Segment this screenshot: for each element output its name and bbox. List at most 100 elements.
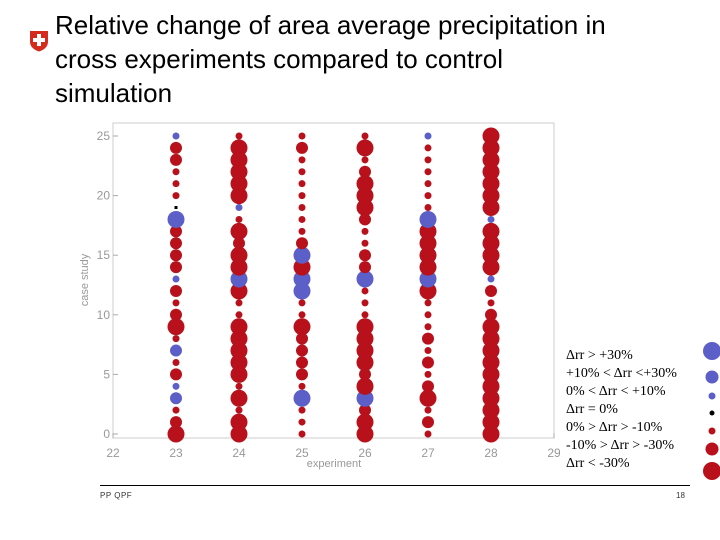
data-point-medium-decrease [359, 249, 371, 262]
data-point-small-decrease [298, 204, 306, 212]
data-point-small-decrease [298, 311, 306, 319]
data-point-large-decrease [230, 139, 248, 157]
data-point-medium-decrease [485, 284, 497, 297]
data-point-small-decrease [298, 168, 306, 176]
data-point-small-decrease [298, 299, 306, 307]
y-tick-label: 15 [97, 248, 111, 262]
y-tick-label: 5 [103, 367, 110, 381]
data-point-large-decrease [356, 342, 374, 360]
data-point-large-decrease [230, 389, 248, 407]
data-point-large-decrease [230, 365, 248, 383]
data-point-small-decrease [298, 382, 306, 390]
data-point-large-decrease [482, 365, 500, 383]
legend-label: +10% < Δrr <+30% [566, 366, 677, 381]
data-point-large-increase [230, 270, 248, 288]
data-point-large-decrease [230, 258, 248, 276]
data-point-large-decrease [419, 389, 437, 407]
data-point-medium-decrease [422, 332, 434, 345]
data-point-medium-decrease [422, 380, 434, 393]
title-line-1: Relative change of area average precipit… [55, 10, 606, 40]
data-point-large-decrease [167, 318, 185, 336]
data-point-large-decrease [482, 163, 500, 181]
legend-marker-medium-decrease [705, 442, 719, 456]
data-point-small-decrease [424, 323, 432, 331]
data-point-large-decrease [482, 187, 500, 205]
data-point-large-decrease [419, 222, 437, 240]
data-point-large-decrease [293, 258, 311, 276]
data-point-small-increase [172, 382, 180, 390]
legend-marker-large-decrease [703, 462, 720, 480]
data-point-large-decrease [230, 187, 248, 205]
x-tick-label: 29 [547, 446, 560, 460]
y-axis-label: case study [79, 253, 91, 306]
legend-marker-zero [709, 410, 715, 416]
data-point-large-decrease [482, 413, 500, 431]
data-point-large-increase [167, 210, 185, 228]
data-point-small-increase [424, 132, 432, 140]
data-point-large-decrease [230, 425, 248, 443]
data-point-small-decrease [424, 192, 432, 200]
data-point-small-decrease [235, 299, 243, 307]
data-point-small-decrease [172, 192, 180, 200]
data-point-small-decrease [424, 347, 432, 355]
x-tick-label: 23 [169, 446, 183, 460]
data-point-medium-decrease [422, 356, 434, 369]
data-point-medium-decrease [170, 225, 182, 238]
data-point-small-decrease [361, 299, 369, 307]
data-point-small-decrease [298, 418, 306, 426]
x-tick-label: 24 [232, 446, 246, 460]
footer-divider [100, 485, 690, 486]
legend-label: Δrr = 0% [566, 402, 618, 417]
data-point-large-decrease [482, 377, 500, 395]
data-point-large-increase [419, 210, 437, 228]
data-point-medium-decrease [296, 368, 308, 381]
data-point-medium-decrease [296, 356, 308, 369]
data-point-small-decrease [172, 335, 180, 343]
data-point-medium-decrease [359, 261, 371, 274]
data-point-medium-decrease [170, 284, 182, 297]
data-point-large-decrease [230, 342, 248, 360]
data-point-large-decrease [482, 258, 500, 276]
y-tick-label: 0 [103, 427, 110, 441]
x-axis-label: experiment [307, 458, 361, 470]
data-point-small-decrease [298, 180, 306, 188]
data-point-medium-decrease [170, 153, 182, 166]
data-point-large-decrease [419, 234, 437, 252]
data-point-small-decrease [298, 227, 306, 235]
data-point-small-decrease [235, 215, 243, 223]
data-point-large-decrease [356, 318, 374, 336]
data-point-small-decrease [424, 406, 432, 414]
data-point-small-decrease [235, 311, 243, 319]
data-point-medium-decrease [359, 213, 371, 226]
data-point-small-decrease [235, 382, 243, 390]
data-point-large-decrease [230, 282, 248, 300]
page-title: Relative change of area average precipit… [55, 8, 695, 110]
data-point-large-decrease [482, 246, 500, 264]
data-point-medium-decrease [170, 308, 182, 321]
data-point-large-decrease [356, 187, 374, 205]
precipitation-scatter-chart: 22 23 24 25 26 27 28 290510152025experimentcase… [79, 122, 560, 470]
data-point-large-increase [356, 270, 374, 288]
x-tick-label: 22 [106, 446, 120, 460]
data-point-medium-decrease [296, 237, 308, 250]
data-point-large-decrease [419, 246, 437, 264]
data-point-small-decrease [361, 311, 369, 319]
data-point-zero [174, 206, 178, 210]
data-point-medium-decrease [359, 368, 371, 381]
legend-label: 0% < Δrr < +10% [566, 384, 666, 399]
data-point-large-increase [293, 246, 311, 264]
data-point-medium-decrease [296, 344, 308, 357]
data-point-large-decrease [356, 330, 374, 348]
data-point-medium-decrease [170, 368, 182, 381]
data-point-large-decrease [482, 151, 500, 169]
data-point-large-decrease [482, 175, 500, 193]
data-point-small-increase [172, 275, 180, 283]
data-point-large-decrease [482, 342, 500, 360]
data-point-small-decrease [172, 358, 180, 366]
data-point-large-decrease [230, 413, 248, 431]
page-number: 18 [676, 491, 685, 500]
legend-label: 0% > Δrr > -10% [566, 420, 663, 435]
legend-marker-medium-increase [705, 370, 719, 384]
legend-label: -10% > Δrr > -30% [566, 438, 674, 453]
data-point-large-decrease [482, 318, 500, 336]
